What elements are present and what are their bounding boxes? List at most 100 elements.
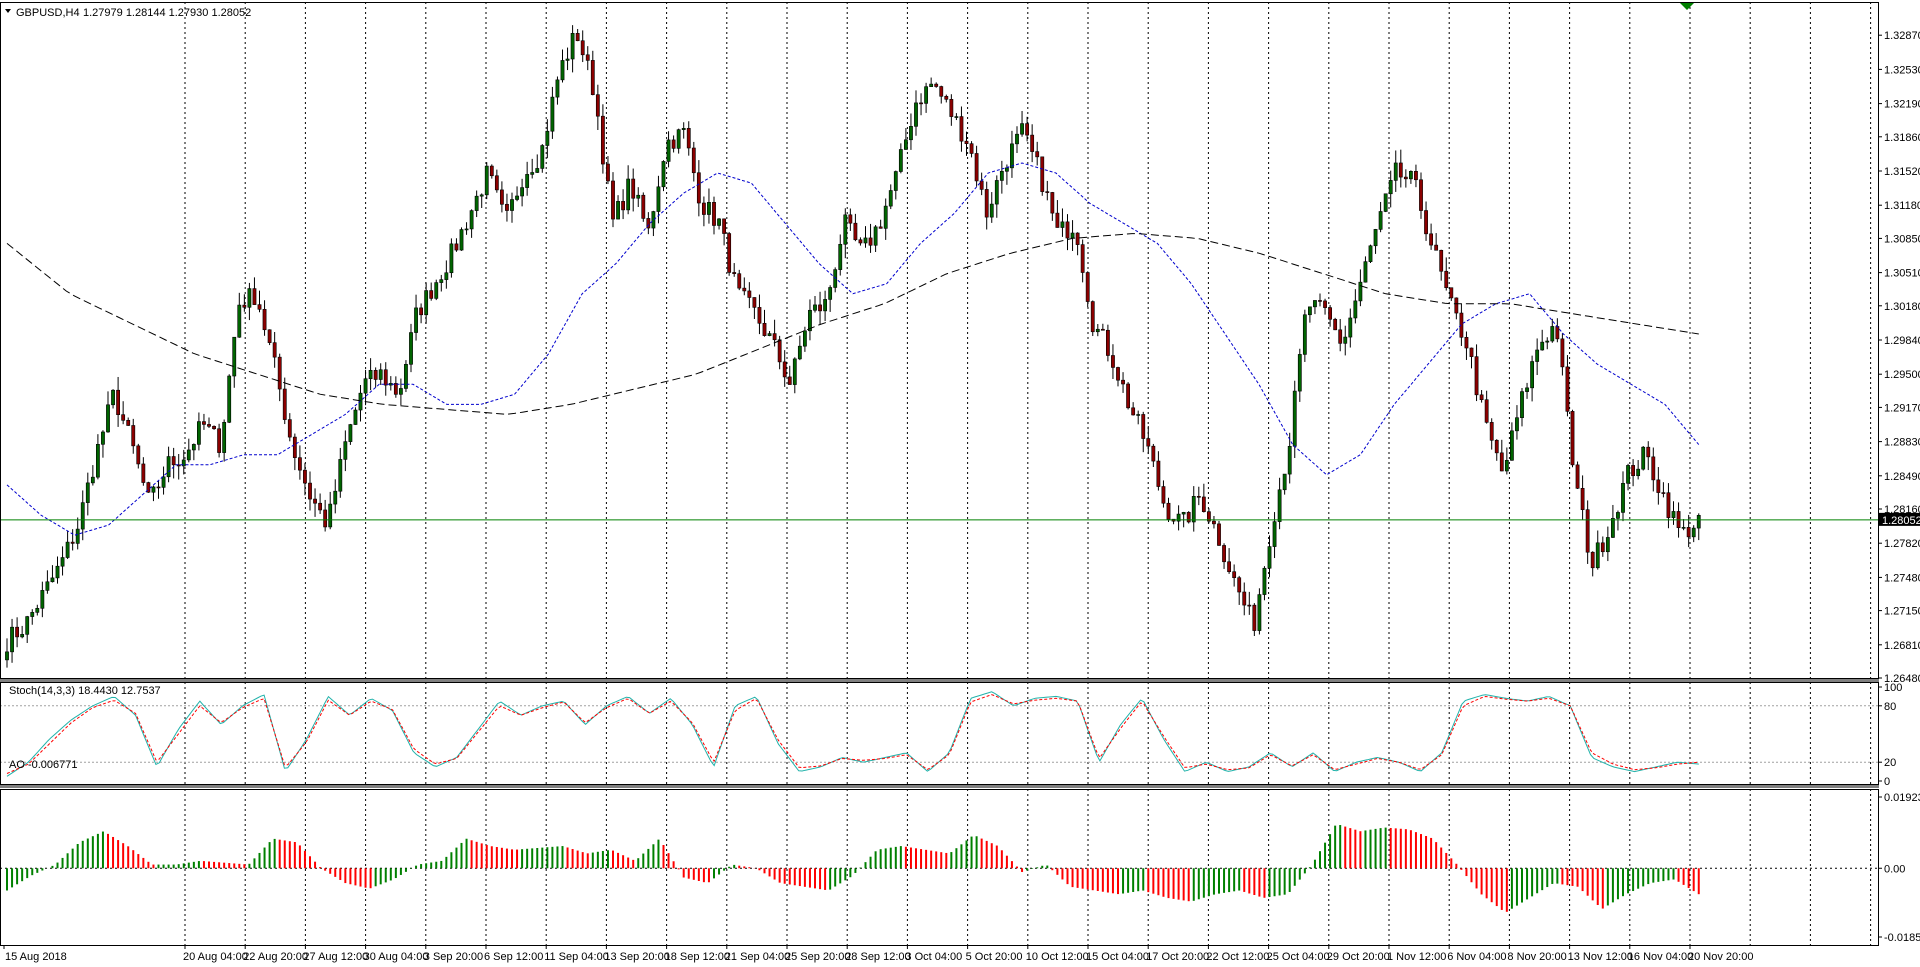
candle-body [75, 528, 80, 544]
candle-body [565, 58, 570, 61]
candle-body [1661, 492, 1666, 494]
candle-body [1277, 489, 1282, 522]
candle-body [1136, 414, 1141, 416]
candle-body [277, 356, 282, 390]
candle [893, 170, 898, 200]
candle-body [1151, 445, 1156, 462]
candle [1141, 411, 1146, 453]
candle [934, 82, 939, 88]
candle-body [787, 376, 792, 385]
candle [1318, 293, 1322, 307]
candle [631, 168, 636, 212]
candle [1196, 486, 1201, 506]
candle-body [555, 79, 560, 98]
candle-body [318, 502, 323, 511]
pane-separator [0, 679, 1879, 682]
candle-body [444, 272, 449, 280]
candle-body [1318, 300, 1322, 302]
price-pane[interactable] [0, 25, 1878, 668]
candle-body [1585, 509, 1590, 553]
candle [510, 192, 514, 223]
candle [1232, 564, 1237, 587]
stochastic-pane[interactable] [0, 691, 1878, 777]
time-tick-label: 11 Sep 04:00 [544, 951, 609, 963]
candle-body [1545, 340, 1550, 343]
time-tick-label: 3 Sep 20:00 [424, 951, 483, 963]
candle [1338, 318, 1343, 352]
chart-shift-marker-icon[interactable] [1680, 3, 1694, 10]
price-tick-label: 1.28830 [1884, 437, 1920, 449]
candle-body [1242, 591, 1247, 606]
candle [999, 160, 1004, 194]
candle-body [636, 194, 641, 199]
candle-body [848, 214, 853, 224]
candle-body [757, 307, 762, 324]
candle [1429, 223, 1434, 250]
ohlc-values: 1.27979 1.28144 1.27930 1.28052 [83, 7, 251, 19]
awesome-oscillator-pane[interactable] [0, 825, 1878, 912]
candle [272, 331, 277, 368]
candle-body [843, 214, 848, 245]
candle-body [666, 139, 671, 162]
candle-body [1207, 511, 1211, 522]
candle [1646, 441, 1651, 471]
candle-body [186, 449, 191, 461]
candle [484, 162, 489, 200]
candle-body [600, 115, 605, 165]
ao-indicator-title: AO -0.006771 [9, 759, 78, 771]
candle-body [333, 490, 338, 505]
candle-body [818, 304, 822, 312]
candle [1560, 333, 1565, 376]
candle-body [984, 189, 989, 218]
candle-body [373, 370, 378, 380]
candle-body [439, 279, 444, 283]
candle-body [303, 469, 307, 484]
candle-body [338, 459, 343, 492]
candle [186, 438, 191, 463]
candle [878, 219, 883, 229]
candle-body [1429, 233, 1434, 246]
candle-body [1636, 468, 1641, 477]
candle-body [994, 180, 999, 205]
candle [1575, 461, 1580, 490]
time-tick-label: 22 Aug 20:00 [243, 951, 308, 963]
candle [964, 131, 969, 156]
candle-body [1419, 179, 1423, 211]
candle [787, 365, 792, 385]
candle [156, 480, 161, 499]
candle [535, 154, 540, 174]
candle [166, 446, 171, 483]
candle-body [272, 342, 277, 358]
candle-body [1646, 446, 1651, 458]
candle-body [1464, 336, 1469, 349]
candle-body [1479, 394, 1484, 400]
candle-body [1156, 460, 1161, 487]
candle [1080, 239, 1085, 283]
candle-body [696, 172, 701, 204]
dropdown-arrow-icon[interactable] [5, 9, 11, 13]
price-tick-label: 1.26480 [1884, 673, 1920, 685]
candle-body [510, 199, 514, 211]
candle [1449, 287, 1454, 301]
candle-body [580, 40, 585, 56]
candle-body [1075, 232, 1080, 245]
candle [1267, 535, 1272, 578]
candle-body [368, 370, 373, 380]
candle-body [1292, 390, 1297, 447]
candle [737, 269, 742, 291]
candle [106, 391, 110, 433]
candle [197, 412, 201, 451]
candle [600, 104, 605, 174]
candle [479, 193, 484, 209]
candle [1621, 471, 1625, 522]
candle-body [752, 297, 757, 308]
candle-body [479, 194, 484, 197]
candle [1237, 575, 1242, 605]
time-tick-label: 25 Oct 04:00 [1267, 951, 1330, 963]
candle-body [722, 218, 727, 234]
candle [914, 90, 918, 136]
candle [994, 175, 999, 218]
candle-body [575, 33, 580, 42]
ao-tick-label: -0.01856 [1884, 932, 1920, 944]
